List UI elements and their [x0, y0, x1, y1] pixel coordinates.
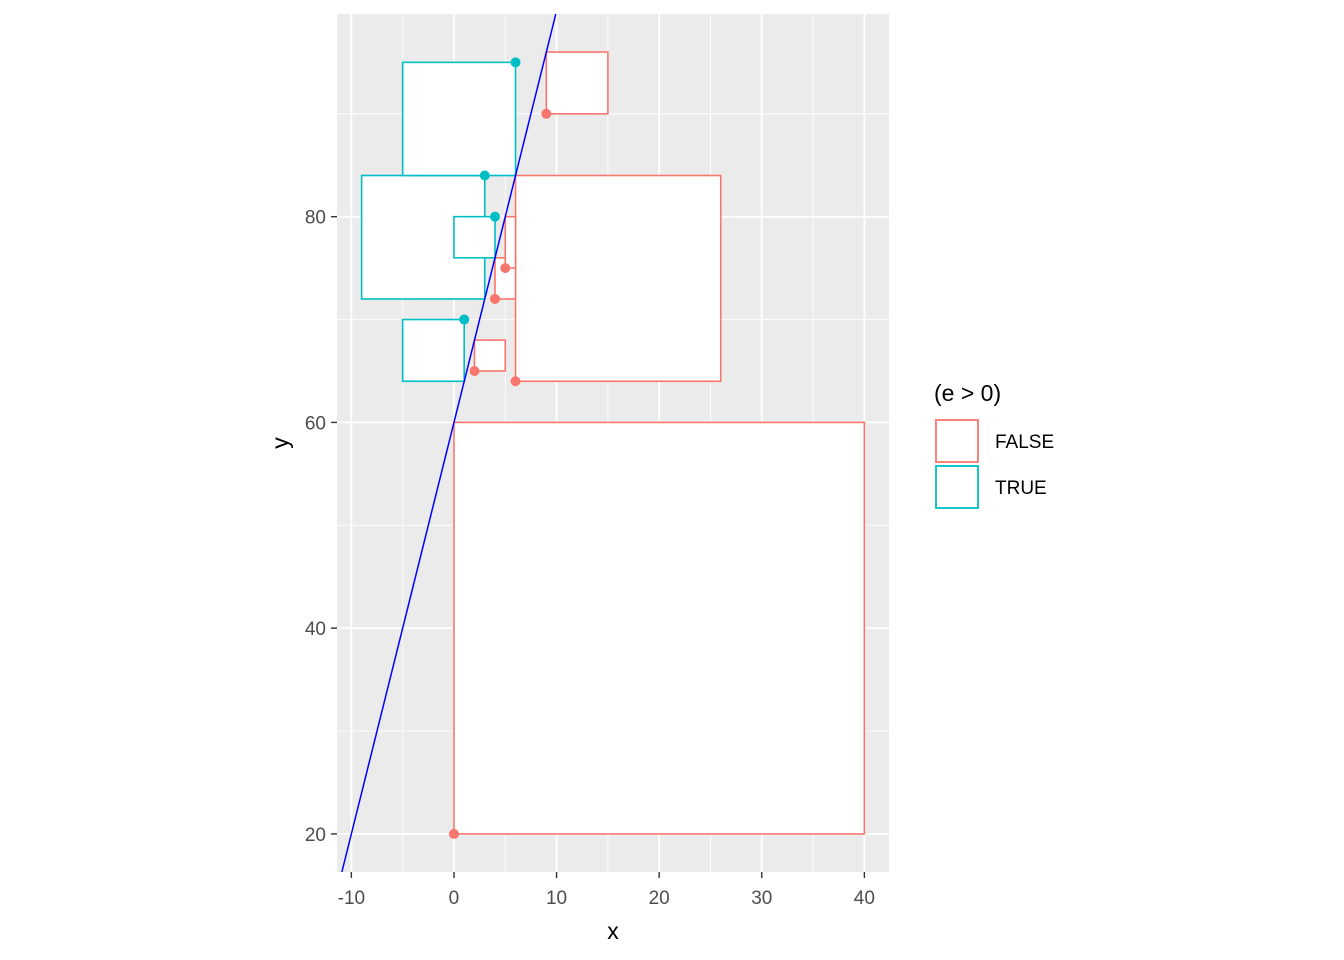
- x-tick-label: 20: [649, 888, 670, 909]
- legend-key: [935, 465, 979, 509]
- rect-mark: [504, 215, 517, 269]
- x-tick-label: 30: [751, 888, 772, 909]
- rectangles-layer: [360, 51, 866, 835]
- point-mark: [510, 57, 521, 68]
- legend-title: (e > 0): [934, 380, 1001, 406]
- legend-key: [935, 419, 979, 463]
- rect-mark: [453, 421, 866, 835]
- y-tick-label: 20: [305, 825, 326, 846]
- y-tick-label: 60: [305, 413, 326, 434]
- legend-items: FALSE TRUE: [935, 419, 1054, 509]
- point-mark: [490, 211, 501, 222]
- rect-mark: [401, 61, 517, 177]
- rect-mark: [401, 318, 466, 383]
- y-axis: 20 40 60 80: [305, 208, 337, 846]
- x-axis-title: x: [607, 918, 619, 944]
- legend-label: TRUE: [995, 478, 1047, 499]
- x-axis: -10 0 10 20 30 40: [338, 872, 875, 909]
- y-tick-label: 80: [305, 208, 326, 229]
- y-tick-label: 40: [305, 619, 326, 640]
- point-mark: [448, 828, 459, 839]
- legend-label: FALSE: [995, 432, 1054, 453]
- point-mark: [500, 263, 511, 274]
- line-layer: [341, 13, 557, 873]
- regression-line: [341, 13, 557, 873]
- point-mark: [541, 108, 552, 119]
- point-mark: [510, 376, 521, 387]
- points-layer: [448, 57, 552, 839]
- x-tick-label: 40: [854, 888, 875, 909]
- point-mark: [490, 293, 501, 304]
- point-mark: [469, 365, 480, 376]
- y-axis-title: y: [267, 437, 293, 449]
- legend: (e > 0) FALSE TRUE: [934, 380, 1054, 509]
- x-tick-label: 10: [546, 888, 567, 909]
- point-mark: [459, 314, 470, 325]
- rect-mark: [453, 215, 496, 259]
- rect-mark: [514, 174, 722, 383]
- point-mark: [479, 170, 490, 181]
- rect-mark: [473, 339, 507, 372]
- rect-mark: [545, 51, 609, 115]
- x-tick-label: -10: [338, 888, 365, 909]
- x-tick-label: 0: [449, 888, 460, 909]
